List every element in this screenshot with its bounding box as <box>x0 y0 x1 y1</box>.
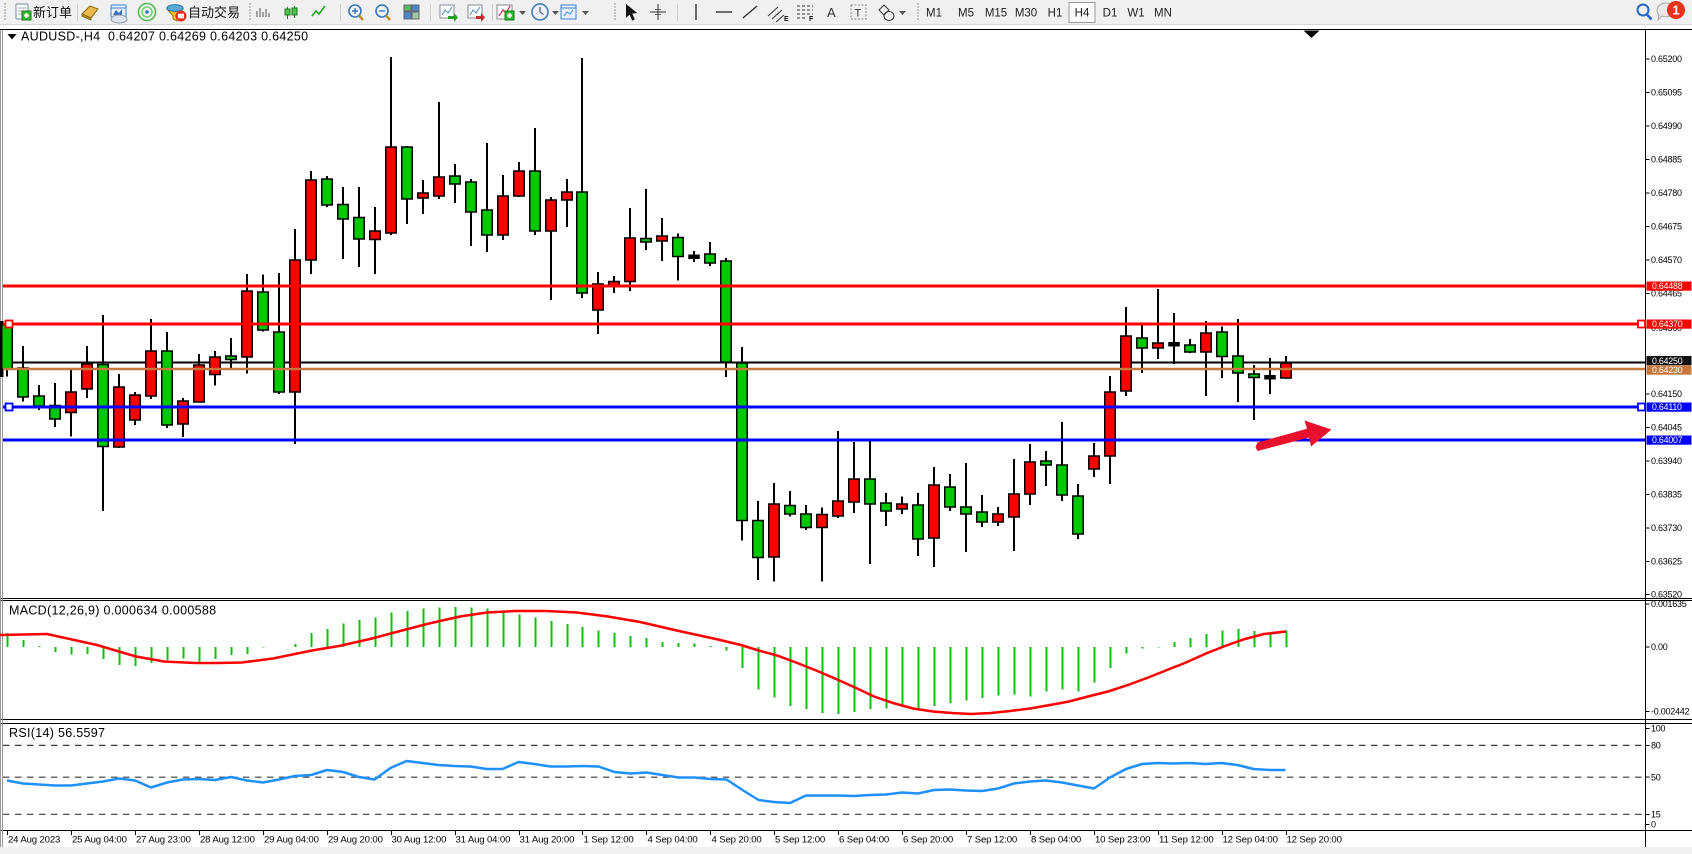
svg-text:H1: H1 <box>1048 8 1063 20</box>
svg-text:0.64007: 0.64007 <box>1652 435 1683 445</box>
svg-text:12 Sep 20:00: 12 Sep 20:00 <box>1287 835 1342 846</box>
svg-text:11 Sep 12:00: 11 Sep 12:00 <box>1159 835 1214 846</box>
svg-text:0.00: 0.00 <box>1651 642 1668 652</box>
svg-text:0.63625: 0.63625 <box>1651 557 1682 567</box>
svg-text:1: 1 <box>1672 3 1679 18</box>
svg-text:0.63520: 0.63520 <box>1651 590 1682 600</box>
svg-text:M30: M30 <box>1015 8 1037 20</box>
svg-text:29 Aug 20:00: 29 Aug 20:00 <box>328 835 383 846</box>
svg-text:24 Aug 2023: 24 Aug 2023 <box>8 835 60 846</box>
svg-text:0.64110: 0.64110 <box>1652 402 1682 412</box>
svg-text:80: 80 <box>1651 741 1661 751</box>
svg-text:0.64465: 0.64465 <box>1651 289 1682 299</box>
svg-text:自动交易: 自动交易 <box>188 5 240 20</box>
svg-text:25 Aug 04:00: 25 Aug 04:00 <box>72 835 127 846</box>
svg-text:-0.002442: -0.002442 <box>1651 707 1690 717</box>
svg-text:0.64370: 0.64370 <box>1652 319 1683 329</box>
svg-text:4 Sep 04:00: 4 Sep 04:00 <box>648 835 698 846</box>
svg-text:0.63940: 0.63940 <box>1651 456 1682 466</box>
svg-text:0.63835: 0.63835 <box>1651 490 1682 500</box>
svg-text:0.64990: 0.64990 <box>1651 121 1682 131</box>
svg-text:0.64045: 0.64045 <box>1651 423 1682 433</box>
svg-text:F: F <box>809 16 814 23</box>
svg-text:12 Sep 04:00: 12 Sep 04:00 <box>1223 835 1278 846</box>
svg-text:0.64570: 0.64570 <box>1651 255 1682 265</box>
svg-text:MACD(12,26,9) 0.000634 0.00058: MACD(12,26,9) 0.000634 0.000588 <box>9 604 216 618</box>
svg-text:T: T <box>855 8 862 20</box>
svg-text:0.64250: 0.64250 <box>1652 356 1683 366</box>
svg-text:6 Sep 04:00: 6 Sep 04:00 <box>839 835 889 846</box>
svg-text:29 Aug 04:00: 29 Aug 04:00 <box>264 835 319 846</box>
svg-text:28 Aug 12:00: 28 Aug 12:00 <box>200 835 255 846</box>
svg-text:4 Sep 20:00: 4 Sep 20:00 <box>712 835 762 846</box>
svg-text:1 Sep 12:00: 1 Sep 12:00 <box>584 835 634 846</box>
svg-text:50: 50 <box>1651 773 1661 783</box>
svg-text:0.65200: 0.65200 <box>1651 54 1682 64</box>
svg-text:AUDUSD-,H4 0.64207 0.64269 0.: AUDUSD-,H4 0.64207 0.64269 0.64203 0.642… <box>21 30 308 44</box>
svg-text:0.64780: 0.64780 <box>1651 188 1682 198</box>
svg-text:D1: D1 <box>1103 8 1118 20</box>
svg-text:7 Sep 12:00: 7 Sep 12:00 <box>967 835 1017 846</box>
svg-text:M15: M15 <box>985 8 1007 20</box>
svg-text:W1: W1 <box>1127 8 1144 20</box>
svg-text:0.001635: 0.001635 <box>1651 599 1687 609</box>
svg-text:E: E <box>784 16 789 23</box>
svg-text:0.64675: 0.64675 <box>1651 222 1682 232</box>
svg-text:A: A <box>827 5 836 20</box>
svg-text:RSI(14) 56.5597: RSI(14) 56.5597 <box>9 726 105 740</box>
svg-text:0.64230: 0.64230 <box>1652 365 1683 375</box>
svg-text:H4: H4 <box>1075 8 1090 20</box>
svg-text:6 Sep 20:00: 6 Sep 20:00 <box>903 835 953 846</box>
svg-text:0.64885: 0.64885 <box>1651 155 1682 165</box>
svg-text:31 Aug 04:00: 31 Aug 04:00 <box>456 835 511 846</box>
svg-text:M1: M1 <box>926 8 942 20</box>
svg-text:M5: M5 <box>958 8 974 20</box>
svg-text:31 Aug 20:00: 31 Aug 20:00 <box>520 835 575 846</box>
svg-text:5 Sep 12:00: 5 Sep 12:00 <box>775 835 825 846</box>
svg-text:0: 0 <box>1651 820 1656 830</box>
svg-text:0.64150: 0.64150 <box>1651 389 1682 399</box>
svg-text:100: 100 <box>1651 724 1666 734</box>
svg-text:15: 15 <box>1651 810 1661 820</box>
svg-text:新订单: 新订单 <box>33 5 72 20</box>
svg-text:8 Sep 04:00: 8 Sep 04:00 <box>1031 835 1081 846</box>
svg-text:MN: MN <box>1154 8 1172 20</box>
svg-text:0.63730: 0.63730 <box>1651 523 1682 533</box>
svg-text:0.65095: 0.65095 <box>1651 88 1682 98</box>
svg-text:30 Aug 12:00: 30 Aug 12:00 <box>392 835 447 846</box>
svg-text:10 Sep 23:00: 10 Sep 23:00 <box>1095 835 1150 846</box>
svg-text:27 Aug 23:00: 27 Aug 23:00 <box>136 835 191 846</box>
svg-text:0.64488: 0.64488 <box>1652 281 1683 291</box>
